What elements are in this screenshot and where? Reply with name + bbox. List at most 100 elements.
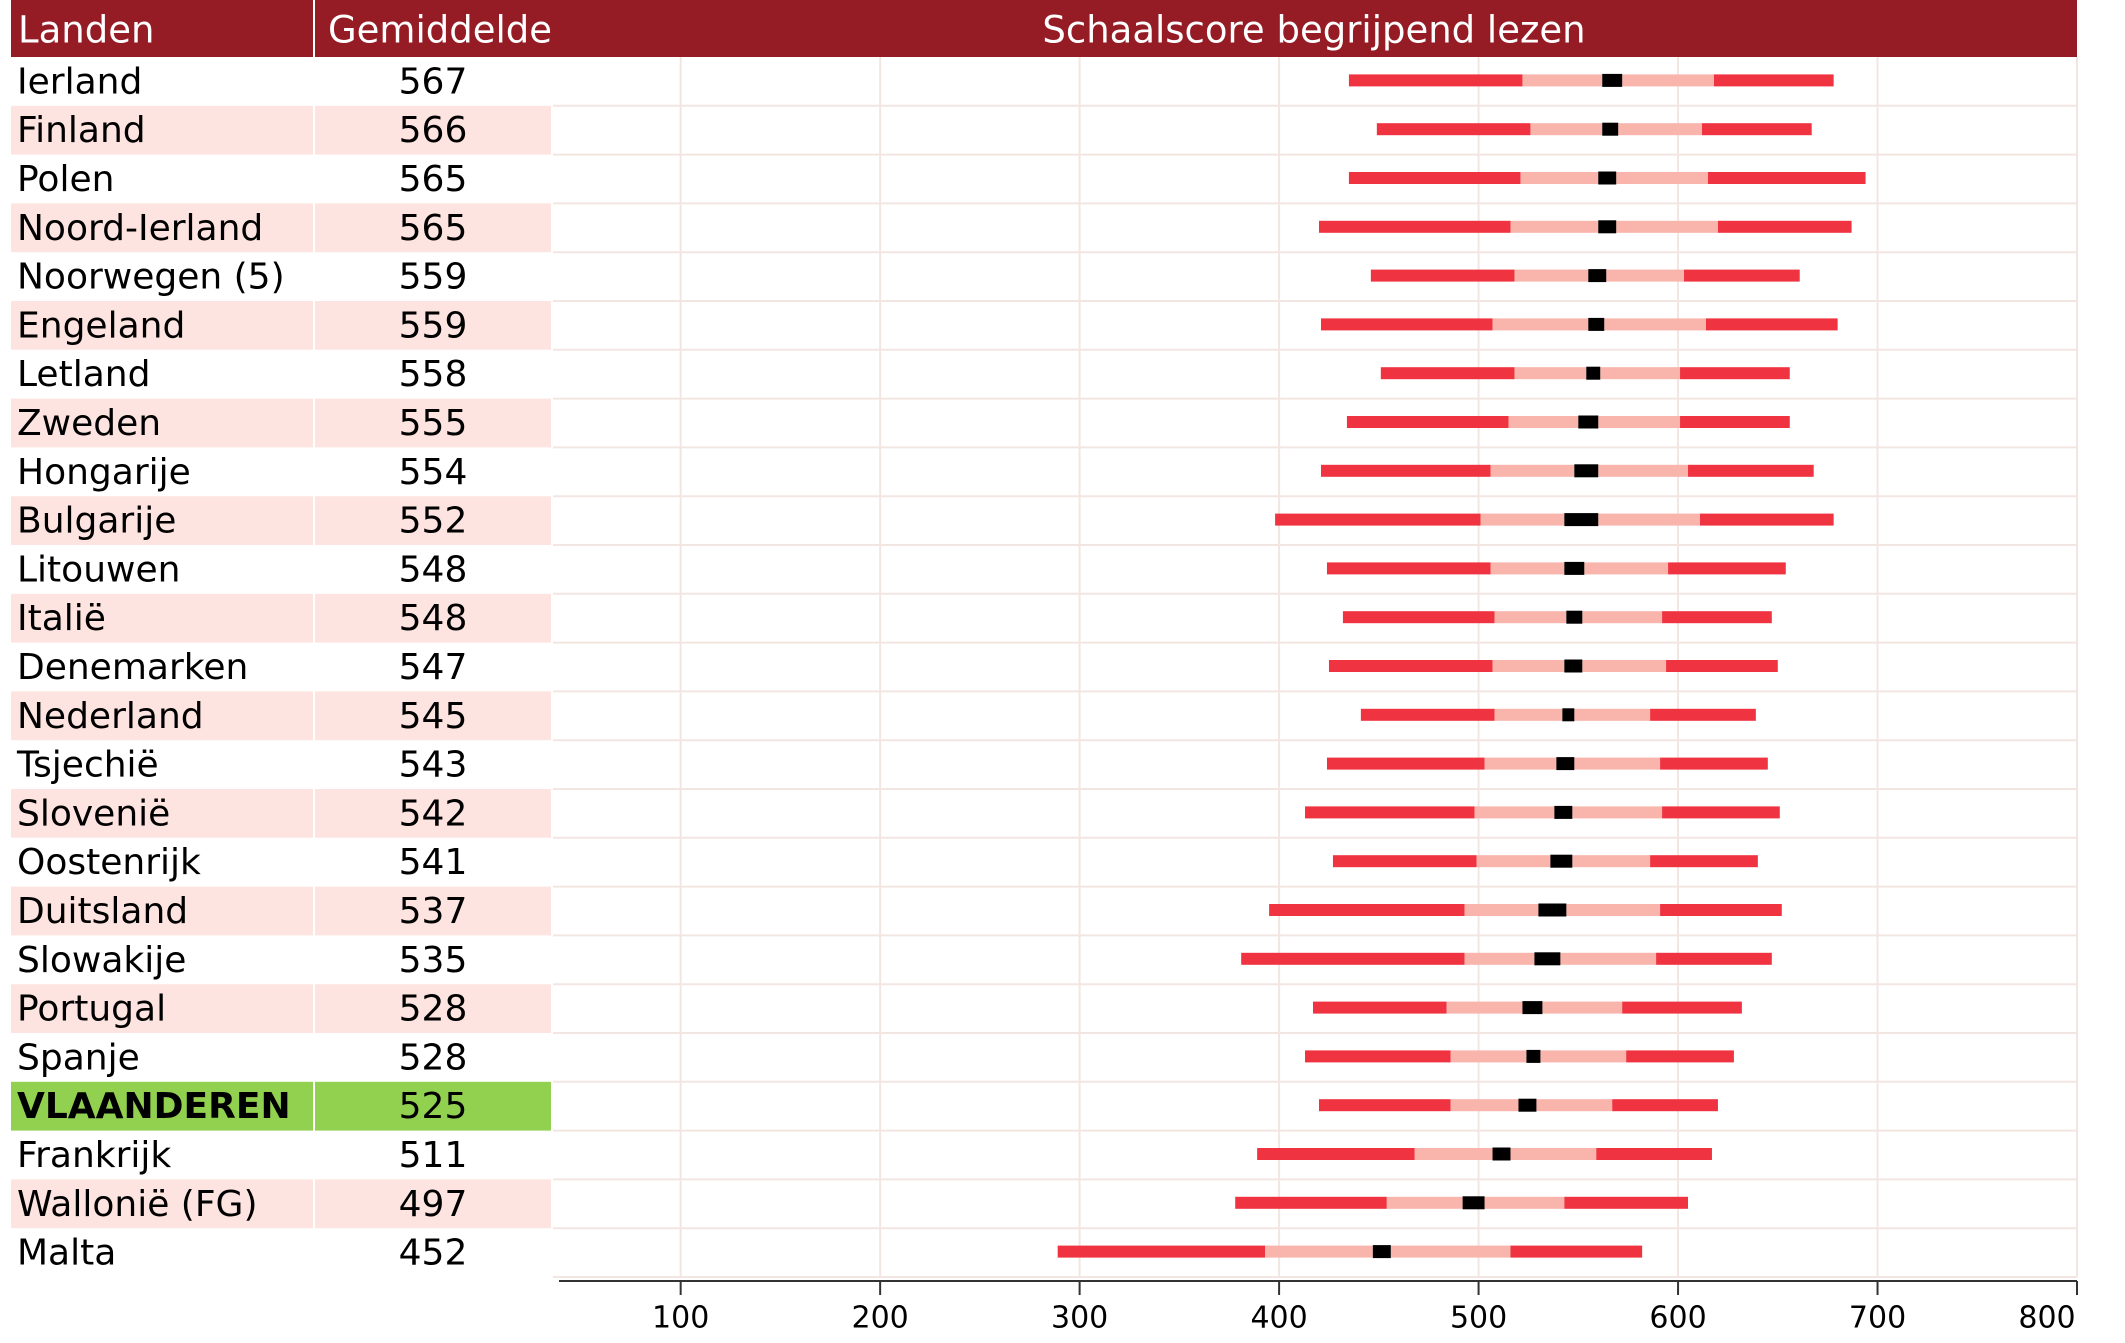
bar-confidence-interval: [1534, 952, 1561, 966]
country-label: Litouwen: [17, 549, 180, 590]
row-stripe: [11, 203, 551, 253]
bar-p75-p95: [1510, 1245, 1643, 1258]
bar-ci-p75: [1584, 562, 1669, 575]
row-stripe: [11, 105, 551, 155]
bar-p75-p95: [1660, 757, 1768, 770]
bar-p5-p25: [1318, 220, 1511, 233]
bar-p5-p25: [1332, 855, 1477, 868]
mean-value: 528: [399, 1037, 468, 1078]
bar-p5-p25: [1235, 1196, 1387, 1209]
bar-confidence-interval: [1372, 1245, 1391, 1259]
bar-ci-p75: [1598, 416, 1681, 428]
mean-value: 545: [399, 696, 468, 737]
bar-ci-p75: [1542, 1001, 1623, 1014]
bar-p25-ci: [1490, 562, 1565, 575]
bar-confidence-interval: [1564, 513, 1599, 527]
country-label: Portugal: [17, 989, 166, 1030]
mean-value: 497: [399, 1184, 468, 1225]
bar-p5-p25: [1380, 367, 1515, 380]
bar-p25-ci: [1446, 1001, 1523, 1014]
bar-p75-p95: [1596, 1148, 1712, 1160]
country-label: Oostenrijk: [17, 842, 201, 883]
x-tick-label: 700: [1849, 1301, 1906, 1336]
mean-value: 565: [399, 159, 468, 200]
row-stripe: [11, 593, 551, 643]
bar-p5-p25: [1305, 1050, 1451, 1063]
bar-p75-p95: [1612, 1099, 1718, 1112]
country-label: Hongarije: [17, 452, 191, 493]
bar-ci-p75: [1560, 952, 1657, 965]
bar-p5-p25: [1320, 318, 1493, 331]
bar-ci-p75: [1574, 757, 1661, 770]
bar-p5-p25: [1305, 806, 1475, 819]
bar-p5-p25: [1275, 513, 1481, 526]
row-stripe: [11, 789, 551, 838]
header-gemiddelde: Gemiddelde: [328, 9, 552, 52]
country-label: Italië: [17, 598, 106, 639]
bar-p25-ci: [1480, 513, 1565, 526]
bar-ci-p75: [1536, 1099, 1613, 1112]
bar-ci-p75: [1572, 806, 1663, 819]
bar-confidence-interval: [1522, 1001, 1543, 1015]
bar-p5-p25: [1342, 611, 1495, 624]
mean-value: 554: [399, 452, 468, 493]
country-label: Ierland: [17, 61, 142, 102]
row-stripe: [11, 398, 551, 448]
bar-p75-p95: [1668, 562, 1786, 575]
mean-value: 555: [399, 403, 468, 444]
bar-p75-p95: [1626, 1050, 1734, 1063]
bar-p25-ci: [1494, 611, 1567, 624]
bar-p5-p25: [1376, 123, 1531, 136]
x-tick-label: 200: [852, 1301, 909, 1336]
bar-p5-p25: [1348, 172, 1521, 184]
bar-p75-p95: [1699, 513, 1834, 526]
bar-p75-p95: [1656, 952, 1772, 965]
country-label: Engeland: [17, 305, 185, 346]
country-label: Denemarken: [17, 647, 248, 688]
bar-confidence-interval: [1554, 805, 1573, 819]
bar-ci-p75: [1572, 855, 1651, 868]
bar-p5-p25: [1326, 562, 1491, 575]
mean-value: 548: [399, 598, 468, 639]
bar-p25-ci: [1520, 172, 1599, 184]
header-landen: Landen: [18, 9, 154, 52]
bar-ci-p75: [1582, 660, 1667, 672]
bar-ci-p75: [1616, 172, 1708, 184]
bar-p25-ci: [1476, 855, 1551, 868]
bar-p75-p95: [1717, 220, 1852, 233]
row-stripe: [11, 301, 551, 350]
bar-p75-p95: [1564, 1196, 1689, 1209]
bar-p25-ci: [1265, 1245, 1373, 1258]
bar-ci-p75: [1600, 367, 1681, 380]
bar-p75-p95: [1650, 708, 1756, 721]
x-tick-label: 500: [1450, 1301, 1507, 1336]
bar-p25-ci: [1514, 367, 1587, 380]
country-label: Zweden: [17, 403, 161, 444]
bar-ci-p75: [1484, 1196, 1565, 1209]
bar-p5-p25: [1348, 74, 1523, 87]
bar-ci-p75: [1598, 513, 1700, 526]
country-label: Noord-Ierland: [17, 208, 263, 249]
mean-value: 558: [399, 354, 468, 395]
bar-p5-p25: [1241, 952, 1465, 965]
bar-confidence-interval: [1550, 854, 1573, 868]
bar-p75-p95: [1684, 269, 1800, 282]
mean-value: 452: [399, 1233, 468, 1274]
x-tick-label: 400: [1250, 1301, 1307, 1336]
country-label: VLAANDEREN: [17, 1086, 291, 1127]
bar-confidence-interval: [1598, 220, 1617, 234]
row-stripe: [11, 691, 551, 741]
bar-p25-ci: [1530, 123, 1603, 136]
bar-p75-p95: [1662, 806, 1780, 819]
mean-value: 547: [399, 647, 468, 688]
country-label: Polen: [17, 159, 114, 200]
bar-p75-p95: [1660, 904, 1782, 916]
bar-p5-p25: [1346, 416, 1509, 428]
bar-confidence-interval: [1564, 659, 1583, 673]
mean-value: 528: [399, 989, 468, 1030]
bar-p75-p95: [1650, 855, 1758, 868]
bar-p75-p95: [1680, 416, 1790, 428]
bar-ci-p75: [1574, 708, 1651, 721]
bar-p25-ci: [1450, 1099, 1519, 1112]
